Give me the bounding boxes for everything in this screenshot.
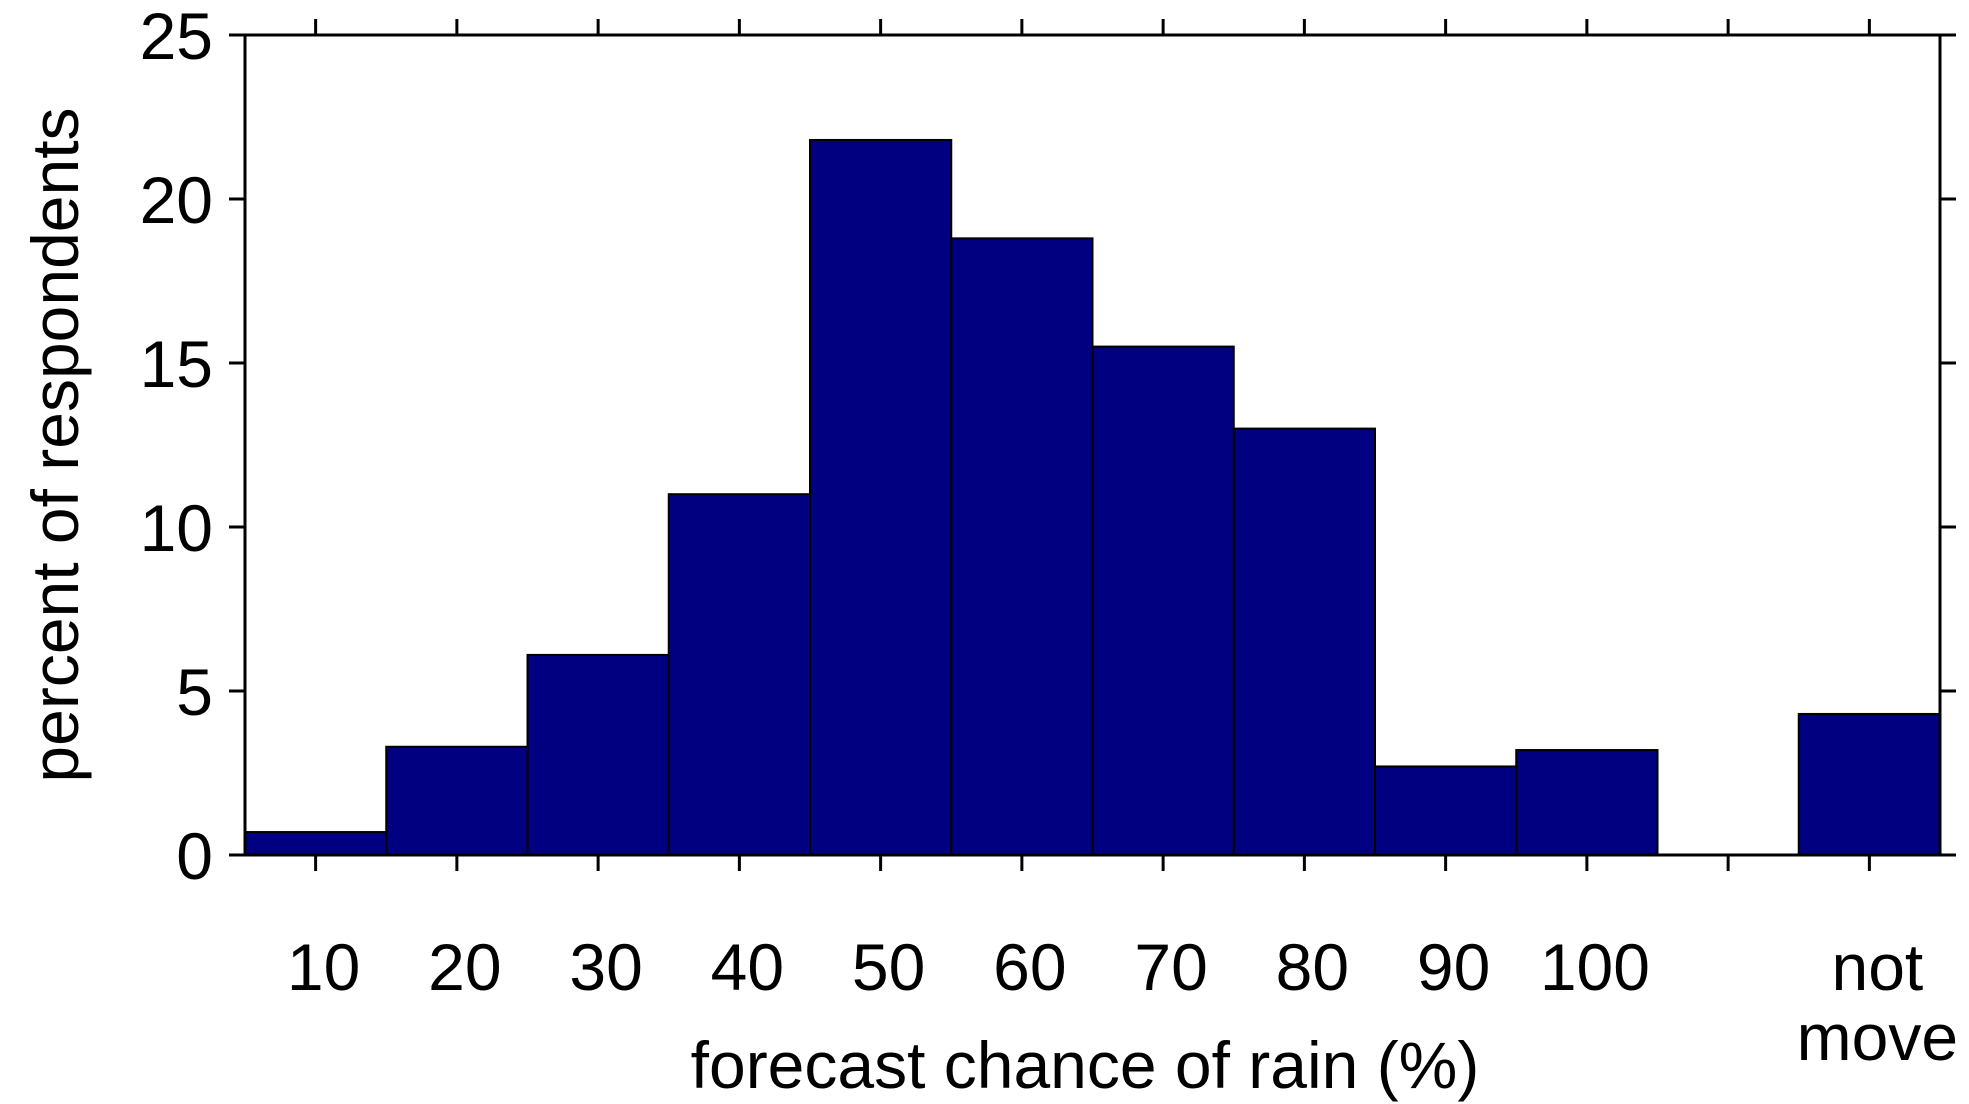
- y-axis-label: percent of respondents: [18, 107, 92, 782]
- x-tick-label: not: [1832, 930, 1924, 1004]
- bar-50: [809, 138, 953, 856]
- bar-40: [667, 493, 811, 856]
- bar-80: [1232, 427, 1376, 856]
- bar-90: [1374, 765, 1518, 856]
- x-tick-label: 60: [993, 930, 1066, 1004]
- x-tick-label: move: [1797, 1000, 1958, 1074]
- bar-10: [244, 831, 388, 856]
- y-tick-label: 5: [176, 655, 213, 729]
- plot-frame: [243, 33, 1942, 857]
- bar-not-move: [1797, 712, 1941, 857]
- x-tick-label: 10: [287, 930, 360, 1004]
- bar-20: [385, 745, 529, 857]
- x-tick-label: 20: [428, 930, 501, 1004]
- y-tick-label: 25: [140, 0, 213, 73]
- x-tick-label: 30: [569, 930, 642, 1004]
- y-tick-label: 0: [176, 819, 213, 893]
- bar-100: [1515, 749, 1659, 856]
- x-tick-label: 100: [1540, 930, 1650, 1004]
- y-tick-label: 15: [140, 327, 213, 401]
- y-tick-label: 10: [140, 491, 213, 565]
- y-tick-label: 20: [140, 163, 213, 237]
- x-tick-label: 40: [711, 930, 784, 1004]
- ticks-group: [229, 19, 1956, 871]
- x-tick-label: 70: [1134, 930, 1207, 1004]
- bar-30: [526, 653, 670, 856]
- x-tick-label: 90: [1417, 930, 1490, 1004]
- bar-60: [950, 237, 1094, 857]
- x-tick-label: 50: [852, 930, 925, 1004]
- x-tick-label: 80: [1276, 930, 1349, 1004]
- x-axis-label: forecast chance of rain (%): [691, 1028, 1480, 1102]
- bars-group: [244, 138, 1941, 857]
- bar-70: [1091, 345, 1235, 856]
